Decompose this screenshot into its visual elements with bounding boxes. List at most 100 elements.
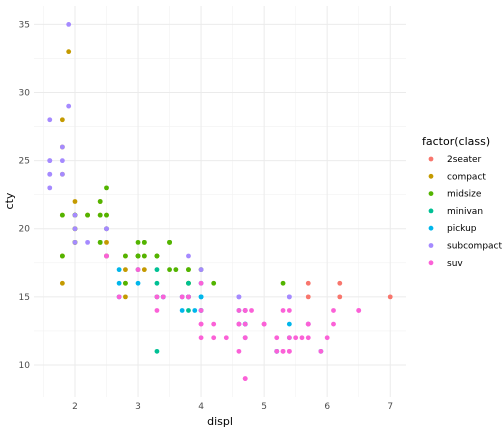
point-subcompact	[72, 239, 78, 245]
point-midsize	[186, 267, 191, 273]
point-suv	[331, 321, 336, 327]
point-minivan	[186, 280, 191, 286]
point-2seater	[387, 294, 393, 300]
legend-label-suv: suv	[447, 259, 463, 269]
legend-label-minivan: minivan	[447, 207, 483, 217]
point-suv	[236, 308, 242, 313]
point-suv	[305, 335, 311, 341]
point-compact	[59, 280, 65, 286]
point-suv	[331, 308, 336, 313]
point-subcompact	[85, 239, 90, 245]
point-midsize	[59, 253, 65, 259]
legend-key-suv	[428, 260, 434, 266]
point-suv	[286, 335, 292, 341]
y-tick-label: 30	[19, 89, 31, 99]
y-axis-ticks: 10 15 20 25 30 35	[19, 20, 31, 371]
point-subcompact	[186, 253, 191, 259]
x-axis-title: displ	[207, 415, 233, 428]
x-tick-label: 6	[324, 402, 330, 412]
point-subcompact	[47, 158, 53, 164]
legend-label-pickup: pickup	[447, 224, 477, 234]
point-midsize	[85, 212, 90, 218]
point-subcompact	[72, 226, 78, 232]
point-midsize	[104, 212, 109, 218]
point-2seater	[305, 294, 311, 300]
point-midsize	[141, 239, 147, 245]
point-2seater	[305, 280, 311, 286]
point-suv	[160, 294, 166, 300]
y-tick-label: 20	[19, 225, 31, 235]
point-subcompact	[59, 171, 65, 177]
point-midsize	[167, 239, 172, 245]
point-midsize	[97, 239, 103, 245]
point-suv	[305, 321, 311, 327]
point-pickup	[192, 308, 198, 313]
point-subcompact	[72, 212, 78, 218]
x-tick-label: 4	[198, 402, 204, 412]
point-suv	[236, 321, 242, 327]
point-suv	[179, 294, 185, 300]
point-subcompact	[286, 294, 292, 300]
point-minivan	[154, 280, 160, 286]
legend-label-midsize: midsize	[447, 190, 482, 200]
point-midsize	[104, 185, 109, 191]
point-midsize	[141, 253, 147, 259]
point-pickup	[179, 308, 185, 313]
point-suv	[318, 348, 324, 354]
x-axis-ticks: 2 3 4 5 6 7	[72, 402, 393, 412]
point-pickup	[286, 321, 292, 327]
point-pickup	[116, 267, 122, 273]
point-suv	[280, 308, 286, 313]
point-suv	[198, 335, 204, 341]
point-subcompact	[198, 267, 204, 273]
y-tick-label: 25	[19, 157, 30, 167]
point-subcompact	[47, 171, 53, 177]
point-compact	[72, 199, 78, 204]
legend-key-minivan	[428, 208, 434, 214]
legend-key-2seater	[428, 156, 434, 162]
point-compact	[123, 294, 128, 300]
point-compact	[123, 267, 128, 273]
point-suv	[242, 376, 248, 382]
point-2seater	[337, 280, 343, 286]
minor-gridlines	[34, 6, 406, 397]
point-pickup	[116, 280, 122, 286]
legend-key-subcompact	[428, 243, 434, 248]
point-subcompact	[236, 294, 242, 300]
point-suv	[242, 321, 248, 327]
point-subcompact	[47, 185, 53, 191]
point-midsize	[135, 253, 141, 259]
point-subcompact	[47, 117, 53, 123]
legend-label-compact: compact	[447, 172, 486, 182]
point-minivan	[154, 267, 160, 273]
point-subcompact	[59, 144, 65, 150]
y-tick-label: 10	[19, 361, 31, 371]
point-suv	[242, 308, 248, 313]
point-midsize	[154, 253, 160, 259]
legend-key-compact	[428, 173, 434, 179]
point-midsize	[280, 280, 286, 286]
point-suv	[198, 280, 204, 286]
point-pickup	[135, 280, 141, 286]
point-compact	[104, 239, 109, 245]
point-suv	[274, 348, 280, 354]
point-suv	[198, 308, 204, 313]
x-tick-label: 5	[261, 402, 267, 412]
point-midsize	[123, 253, 128, 259]
point-subcompact	[59, 158, 65, 164]
point-suv	[280, 348, 286, 354]
point-suv	[286, 308, 292, 313]
y-tick-label: 35	[19, 20, 30, 30]
point-suv	[286, 348, 292, 354]
point-suv	[223, 335, 229, 341]
point-suv	[274, 335, 280, 341]
x-tick-label: 7	[387, 402, 393, 412]
point-suv	[198, 321, 204, 327]
point-suv	[135, 267, 141, 273]
point-midsize	[211, 280, 217, 286]
point-suv	[186, 294, 191, 300]
x-tick-label: 3	[135, 402, 141, 412]
point-compact	[141, 267, 147, 273]
point-midsize	[97, 212, 103, 218]
